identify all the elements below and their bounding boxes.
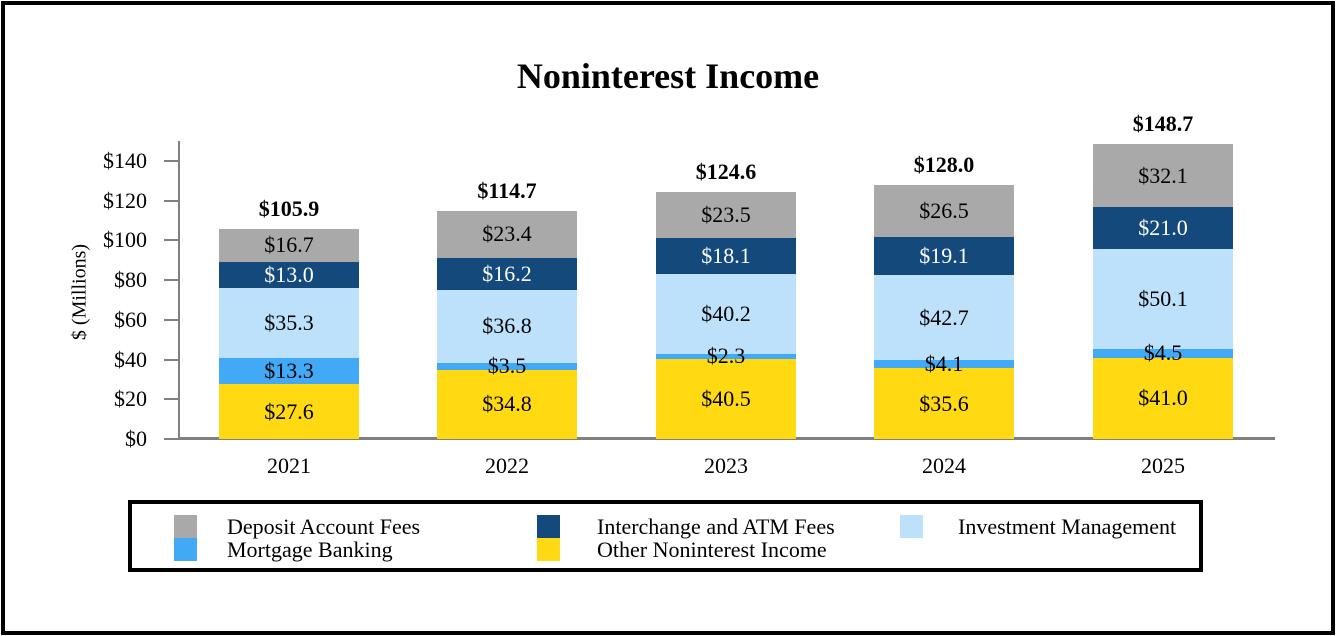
y-axis-tick xyxy=(164,438,178,440)
bar-segment-other-noninterest-income: $27.6 xyxy=(219,384,359,439)
y-axis-tick-label: $120 xyxy=(103,187,147,213)
chart-title: Noninterest Income xyxy=(516,56,820,96)
bar-segment-mortgage-banking: $2.3 xyxy=(656,345,796,367)
legend-label-mortgage-banking: Mortgage Banking xyxy=(227,537,393,562)
bar-total-label: $105.9 xyxy=(258,195,320,221)
bar-segment-interchange-atm-fees: $18.1 xyxy=(656,238,796,275)
bar-segment-deposit-account-fees: $16.7 xyxy=(219,228,359,262)
bar-segment-investment-management: $50.1 xyxy=(1093,249,1233,349)
y-axis-tick xyxy=(164,199,178,202)
bar-segment-investment-management: $40.2 xyxy=(656,274,796,354)
bar-total-label: $148.7 xyxy=(1132,110,1194,136)
bar-segment-label: $34.8 xyxy=(482,391,532,417)
bar-segment-label: $13.3 xyxy=(264,357,314,383)
bar-segment-interchange-atm-fees: $21.0 xyxy=(1093,207,1233,250)
bar-segment-investment-management: $36.8 xyxy=(437,289,577,363)
bar-segment-label: $40.2 xyxy=(701,301,751,327)
bar-total-label: $124.6 xyxy=(695,158,757,184)
bar-segment-label: $16.7 xyxy=(264,232,314,258)
bar-segment-mortgage-banking: $3.5 xyxy=(437,355,577,377)
y-axis-tick xyxy=(164,279,178,282)
legend-swatch-other-noninterest-income xyxy=(537,538,560,561)
bar-segment-label: $16.2 xyxy=(482,260,532,286)
bar-segment-mortgage-banking: $4.5 xyxy=(1093,342,1233,364)
y-axis-tick xyxy=(164,398,178,401)
legend-swatch-deposit-account-fees xyxy=(174,515,197,538)
bar-segment-other-noninterest-income: $34.8 xyxy=(437,369,577,439)
bar-segment-label: $35.3 xyxy=(264,309,314,335)
bar-segment-label: $4.5 xyxy=(1143,340,1183,366)
bar-segment-interchange-atm-fees: $13.0 xyxy=(219,261,359,288)
y-axis-tick xyxy=(164,239,178,242)
legend: Deposit Account Fees Interchange and ATM … xyxy=(128,500,1203,572)
y-axis-tick-label: $80 xyxy=(114,267,147,293)
bar-total-label: $114.7 xyxy=(477,178,537,204)
x-axis-label: 2023 xyxy=(704,453,748,478)
bar-segment-label: $13.0 xyxy=(264,261,314,287)
bar-segment-label: $4.1 xyxy=(924,351,964,377)
y-axis-tick xyxy=(164,358,178,361)
y-axis-tick xyxy=(164,160,178,162)
bar-segment-interchange-atm-fees: $16.2 xyxy=(437,257,577,290)
bar-total-label: $128.0 xyxy=(913,151,975,177)
legend-label-deposit-account-fees: Deposit Account Fees xyxy=(227,514,421,539)
bar-segment-label: $42.7 xyxy=(919,304,969,330)
x-axis-label: 2025 xyxy=(1141,453,1185,478)
bar-segment-label: $21.0 xyxy=(1138,215,1188,241)
bar-segment-deposit-account-fees: $23.5 xyxy=(656,191,796,239)
y-axis-tick xyxy=(164,318,178,321)
y-axis-tick-label: $0 xyxy=(125,426,147,451)
x-axis-label: 2022 xyxy=(485,453,529,478)
bar-segment-label: $27.6 xyxy=(264,398,314,424)
bar-segment-interchange-atm-fees: $19.1 xyxy=(874,237,1014,276)
bar-segment-label: $23.5 xyxy=(701,201,751,227)
legend-swatch-investment-management xyxy=(900,515,923,538)
bar-segment-label: $19.1 xyxy=(919,243,969,269)
bar-segment-deposit-account-fees: $26.5 xyxy=(874,184,1014,238)
bar-segment-investment-management: $42.7 xyxy=(874,275,1014,361)
bar-segment-deposit-account-fees: $23.4 xyxy=(437,211,577,258)
y-axis-tick-label: $60 xyxy=(114,306,147,332)
bar-segment-label: $35.6 xyxy=(919,390,969,416)
legend-label-interchange-atm-fees: Interchange and ATM Fees xyxy=(597,514,835,539)
bar-segment-other-noninterest-income: $35.6 xyxy=(874,368,1014,439)
bar-segment-label: $23.4 xyxy=(482,221,532,247)
legend-swatch-interchange-atm-fees xyxy=(537,515,560,538)
bar-segment-label: $50.1 xyxy=(1138,285,1188,311)
y-axis-tick-label: $100 xyxy=(103,227,147,253)
x-axis-label: 2021 xyxy=(267,453,311,478)
x-axis-label: 2024 xyxy=(922,453,966,478)
y-axis-tick-label: $40 xyxy=(114,346,147,372)
bar-segment-label: $32.1 xyxy=(1138,162,1188,188)
legend-swatch-mortgage-banking xyxy=(174,538,197,561)
y-axis-line xyxy=(178,141,180,439)
bar-segment-mortgage-banking: $13.3 xyxy=(219,357,359,385)
bar-segment-label: $26.5 xyxy=(919,198,969,224)
y-axis-tick-label: $20 xyxy=(114,386,147,412)
legend-label-investment-management: Investment Management xyxy=(958,514,1177,539)
bar-segment-label: $36.8 xyxy=(482,313,532,339)
bar-segment-other-noninterest-income: $40.5 xyxy=(656,358,796,439)
bar-segment-label: $41.0 xyxy=(1138,385,1188,411)
bar-segment-other-noninterest-income: $41.0 xyxy=(1093,357,1233,439)
bar-segment-label: $3.5 xyxy=(487,353,527,379)
bar-segment-deposit-account-fees: $32.1 xyxy=(1093,143,1233,208)
y-axis-tick-label: $140 xyxy=(103,148,147,173)
bar-segment-mortgage-banking: $4.1 xyxy=(874,353,1014,375)
legend-label-other-noninterest-income: Other Noninterest Income xyxy=(597,537,827,562)
bar-segment-label: $40.5 xyxy=(701,385,751,411)
bar-segment-label: $2.3 xyxy=(706,343,746,369)
bar-segment-label: $18.1 xyxy=(701,243,751,269)
bar-segment-investment-management: $35.3 xyxy=(219,287,359,358)
